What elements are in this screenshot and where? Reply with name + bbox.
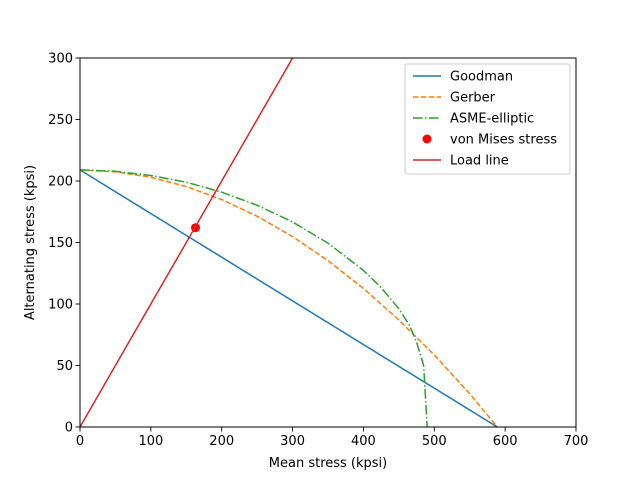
x-tick-label: 300 xyxy=(280,434,305,449)
series-layer xyxy=(80,58,498,427)
x-tick-label: 0 xyxy=(76,434,84,449)
y-tick-label: 150 xyxy=(48,236,73,251)
y-axis-label: Alternating stress (kpsi) xyxy=(23,165,38,320)
y-axis-ticks: 0 50 100 150 200 250 300 xyxy=(48,52,80,436)
x-tick-label: 100 xyxy=(138,434,163,449)
x-tick-label: 400 xyxy=(351,434,376,449)
y-tick-label: 250 xyxy=(48,113,73,128)
y-tick-label: 300 xyxy=(48,52,73,67)
x-tick-label: 500 xyxy=(422,434,447,449)
x-tick-label: 700 xyxy=(564,434,589,449)
legend-label: Load line xyxy=(450,154,509,169)
asme-elliptic-line xyxy=(80,169,428,427)
legend-label: von Mises stress xyxy=(450,133,557,148)
x-axis-label: Mean stress (kpsi) xyxy=(269,456,387,471)
y-tick-label: 100 xyxy=(48,298,73,313)
gerber-line xyxy=(80,169,498,427)
load-line-line xyxy=(80,58,294,427)
legend-box xyxy=(404,63,571,175)
goodman-line xyxy=(80,169,498,427)
legend: Goodman Gerber ASME-elliptic von Mises stre… xyxy=(404,63,571,175)
x-tick-label: 200 xyxy=(209,434,234,449)
x-tick-label: 600 xyxy=(493,434,518,449)
legend-label: Goodman xyxy=(450,70,513,85)
y-tick-label: 200 xyxy=(48,175,73,190)
legend-swatch xyxy=(422,134,432,144)
legend-label: Gerber xyxy=(450,91,496,106)
y-tick-label: 0 xyxy=(65,421,73,436)
x-axis-ticks: 0 100 200 300 400 500 600 700 xyxy=(76,427,589,449)
legend-label: ASME-elliptic xyxy=(450,112,534,127)
y-tick-label: 50 xyxy=(56,359,73,374)
